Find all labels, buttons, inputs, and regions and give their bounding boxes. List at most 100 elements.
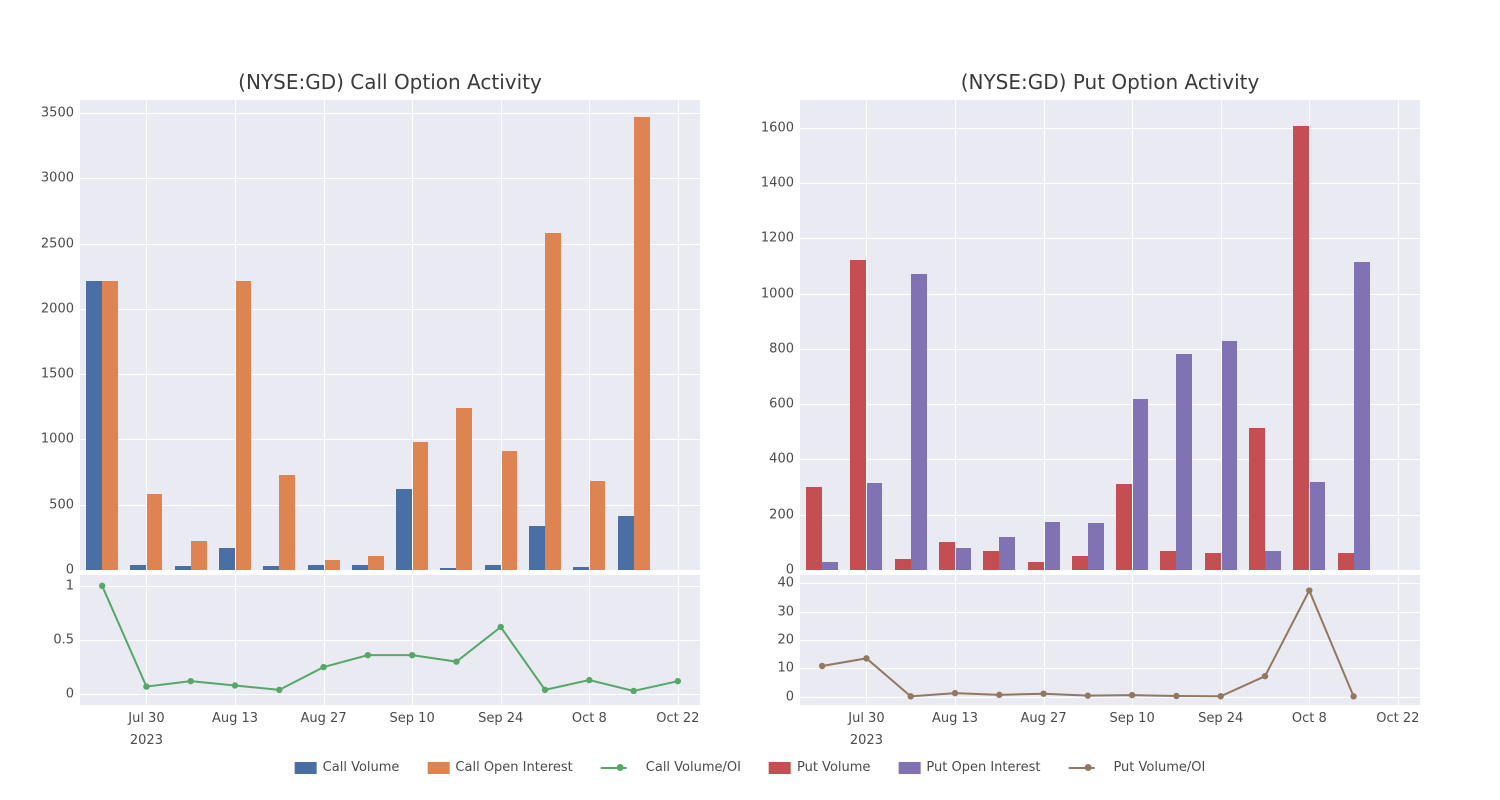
put-ratio-panel: 010203040Jul 30Aug 13Aug 27Sep 10Sep 24O… bbox=[800, 575, 1420, 705]
xtick-label: Oct 22 bbox=[656, 705, 699, 726]
ytick-label: 0 bbox=[66, 687, 80, 702]
bar bbox=[1160, 551, 1176, 570]
xtick-label: Jul 30 bbox=[848, 705, 884, 726]
bar bbox=[1044, 522, 1060, 570]
xtick-label: Sep 24 bbox=[1198, 705, 1243, 726]
ytick-label: 30 bbox=[777, 604, 800, 619]
bar bbox=[1293, 126, 1309, 570]
gridline bbox=[1221, 100, 1222, 570]
bar bbox=[175, 566, 191, 570]
ytick-label: 400 bbox=[769, 452, 800, 467]
gridline bbox=[80, 439, 700, 440]
gridline bbox=[146, 100, 147, 570]
legend-swatch-rect bbox=[427, 762, 449, 774]
gridline bbox=[80, 309, 700, 310]
line-chart-svg bbox=[800, 575, 1420, 705]
bar bbox=[412, 442, 428, 570]
gridline bbox=[80, 374, 700, 375]
xtick-label: Sep 10 bbox=[1110, 705, 1155, 726]
ytick-label: 20 bbox=[777, 633, 800, 648]
legend-item: Put Volume/OI bbox=[1068, 760, 1205, 775]
bar bbox=[352, 565, 368, 570]
legend-label: Put Open Interest bbox=[926, 760, 1040, 775]
bar bbox=[618, 516, 634, 570]
gridline bbox=[800, 570, 1420, 571]
legend-item: Call Volume/OI bbox=[601, 760, 741, 775]
bar bbox=[235, 281, 251, 570]
ytick-label: 0.5 bbox=[53, 633, 80, 648]
bar bbox=[1205, 553, 1221, 570]
bar bbox=[822, 562, 838, 570]
bar bbox=[130, 565, 146, 570]
legend-swatch-rect bbox=[295, 762, 317, 774]
legend-item: Put Open Interest bbox=[898, 760, 1040, 775]
ytick-label: 3000 bbox=[41, 171, 80, 186]
bar bbox=[850, 260, 866, 570]
gridline bbox=[800, 349, 1420, 350]
gridline bbox=[80, 113, 700, 114]
bar bbox=[573, 567, 589, 570]
gridline bbox=[800, 294, 1420, 295]
bar bbox=[456, 408, 472, 570]
gridline bbox=[1398, 100, 1399, 570]
xtick-label: Aug 13 bbox=[932, 705, 978, 726]
bar bbox=[263, 566, 279, 570]
ytick-label: 0 bbox=[786, 689, 800, 704]
bar bbox=[1088, 523, 1104, 570]
legend-label: Call Open Interest bbox=[455, 760, 572, 775]
gridline bbox=[800, 459, 1420, 460]
xtick-label: Oct 8 bbox=[1292, 705, 1327, 726]
bar bbox=[545, 233, 561, 570]
bar bbox=[485, 565, 501, 570]
bar bbox=[86, 281, 102, 570]
ytick-label: 1000 bbox=[761, 286, 800, 301]
bar bbox=[999, 537, 1015, 570]
ytick-label: 2000 bbox=[41, 301, 80, 316]
xtick-label: Aug 13 bbox=[212, 705, 258, 726]
bar bbox=[634, 117, 650, 570]
legend-item: Call Open Interest bbox=[427, 760, 572, 775]
put-bars-panel: 02004006008001000120014001600 bbox=[800, 100, 1420, 570]
bar bbox=[279, 475, 295, 570]
xtick-label: Sep 10 bbox=[390, 705, 435, 726]
bar bbox=[1028, 562, 1044, 570]
legend-marker-icon bbox=[1084, 764, 1091, 771]
ytick-label: 1500 bbox=[41, 367, 80, 382]
gridline bbox=[80, 505, 700, 506]
line-chart-svg bbox=[80, 575, 700, 705]
bar bbox=[1309, 482, 1325, 570]
bar bbox=[1265, 551, 1281, 570]
legend-marker-icon bbox=[617, 764, 624, 771]
ytick-label: 0 bbox=[66, 563, 80, 578]
xtick-year-label: 2023 bbox=[130, 727, 163, 748]
bar bbox=[501, 451, 517, 570]
bar bbox=[191, 541, 207, 570]
ytick-label: 40 bbox=[777, 576, 800, 591]
legend: Call Volume Call Open Interest Call Volume… bbox=[295, 760, 1206, 775]
bar bbox=[308, 565, 324, 570]
gridline bbox=[800, 515, 1420, 516]
legend-swatch-rect bbox=[898, 762, 920, 774]
gridline bbox=[235, 100, 236, 570]
bar bbox=[939, 542, 955, 570]
ytick-label: 1 bbox=[66, 578, 80, 593]
xtick-label: Aug 27 bbox=[1021, 705, 1067, 726]
call-bars-panel: 0500100015002000250030003500 bbox=[80, 100, 700, 570]
bar bbox=[440, 568, 456, 570]
gridline bbox=[678, 100, 679, 570]
gridline bbox=[1044, 100, 1045, 570]
gridline bbox=[1132, 100, 1133, 570]
figure: (NYSE:GD) Call Option Activity (NYSE:GD)… bbox=[0, 0, 1500, 800]
ytick-label: 3500 bbox=[41, 106, 80, 121]
bar bbox=[1176, 354, 1192, 570]
bar bbox=[911, 274, 927, 570]
xtick-label: Aug 27 bbox=[301, 705, 347, 726]
gridline bbox=[324, 100, 325, 570]
bar bbox=[1249, 428, 1265, 570]
bar bbox=[589, 481, 605, 570]
bar bbox=[955, 548, 971, 570]
legend-item: Call Volume bbox=[295, 760, 400, 775]
bar bbox=[1354, 262, 1370, 570]
gridline bbox=[1309, 100, 1310, 570]
ytick-label: 1400 bbox=[761, 175, 800, 190]
